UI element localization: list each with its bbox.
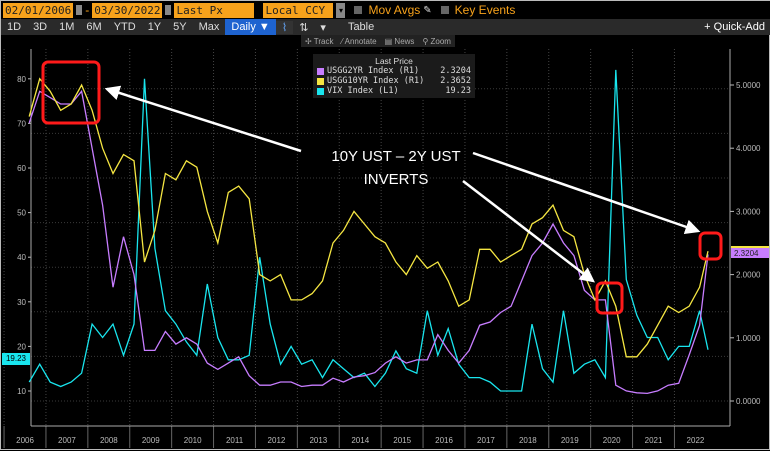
annotation-arrow (462, 180, 595, 283)
annotation-line2: INVERTS (363, 171, 429, 188)
highlight-box (41, 60, 101, 125)
period-6m[interactable]: 6M (86, 21, 102, 33)
legend-label: USGG10YR Index (R1) (327, 76, 425, 86)
pencil-icon[interactable]: ✎ (423, 4, 432, 16)
x-tick-label: 2017 (477, 436, 495, 445)
left-tick-label: 80 (17, 75, 26, 84)
x-tick-label: 2014 (351, 436, 369, 445)
x-tick-label: 2006 (16, 436, 34, 445)
x-tick-label: 2019 (561, 436, 579, 445)
series-line-vix-index (28, 69, 709, 392)
zoom-button[interactable]: ⚲ Zoom (422, 36, 451, 46)
left-tick-label: 10 (17, 387, 26, 396)
x-tick-label: 2016 (435, 436, 453, 445)
line-chart-icon[interactable]: ⌇ (275, 20, 294, 34)
annotation-arrow (104, 85, 302, 153)
x-tick-label: 2018 (519, 436, 537, 445)
currency-select[interactable]: Local CCY (263, 2, 334, 18)
last-price-tag-right: 2.3204 (731, 246, 769, 258)
period-3d[interactable]: 3D (33, 21, 48, 33)
legend-item-vix: VIX Index (L1) 19.23 (317, 86, 471, 96)
left-tick-label: 30 (17, 298, 26, 307)
x-tick-label: 2011 (226, 436, 244, 445)
key-events-label: Key Events (454, 3, 516, 17)
annotate-button[interactable]: ⁄ Annotate (341, 36, 377, 46)
series-line-usgg10yr-index (28, 77, 709, 358)
x-tick-label: 2010 (184, 436, 202, 445)
calendar-icon[interactable] (76, 5, 83, 15)
calendar-icon[interactable] (165, 5, 172, 15)
period-1y[interactable]: 1Y (147, 21, 162, 33)
date-dash: - (85, 3, 90, 17)
quick-add-button[interactable]: + Quick-Add (704, 21, 765, 33)
last-price-tag-left: 19.23 (2, 353, 30, 365)
left-tick-label: 70 (17, 119, 26, 128)
mov-avgs-checkbox[interactable] (354, 6, 363, 14)
start-date-input[interactable]: 02/01/2006 (3, 2, 74, 18)
x-tick-label: 2007 (58, 436, 76, 445)
highlight-box (595, 281, 624, 315)
legend-value: 2.3204 (440, 66, 471, 76)
right-tick-label: 5.0000 (736, 81, 761, 90)
legend-item-2y: USGG2YR Index (R1) 2.3204 (317, 66, 471, 76)
x-tick-label: 2021 (645, 436, 663, 445)
x-tick-label: 2015 (393, 436, 411, 445)
field-select[interactable]: Last Px (174, 2, 255, 18)
news-button[interactable]: ▤ News (384, 36, 415, 46)
legend-value: 2.3652 (440, 76, 471, 86)
legend-swatch (317, 77, 324, 85)
sort-icon[interactable]: ⇅ (299, 21, 309, 34)
period-ytd[interactable]: YTD (113, 21, 136, 33)
legend-item-10y: USGG10YR Index (R1) 2.3652 (317, 76, 471, 86)
right-tick-label: 1.0000 (736, 334, 761, 343)
left-tick-label: 20 (17, 342, 26, 351)
left-tick-label: 40 (17, 253, 26, 262)
end-date-input[interactable]: 03/30/2022 (92, 2, 163, 18)
x-tick-label: 2013 (309, 436, 327, 445)
x-tick-label: 2022 (687, 436, 705, 445)
legend-swatch (317, 87, 324, 95)
legend-swatch (317, 67, 324, 75)
track-button[interactable]: ✢ Track (305, 36, 334, 46)
left-tick-label: 60 (17, 164, 26, 173)
legend: Last Price USGG2YR Index (R1) 2.3204 USGG… (313, 54, 475, 98)
period-toolbar: 1D 3D 1M 6M YTD 1Y 5Y Max Daily ▼ ⌇ ⇅ ▾ … (1, 19, 770, 35)
inversion-annotation: 10Y UST – 2Y UST INVERTS (316, 145, 476, 191)
x-tick-label: 2020 (603, 436, 621, 445)
right-tick-label: 0.0000 (736, 397, 761, 406)
frequency-select[interactable]: Daily ▼ (225, 19, 276, 35)
table-button[interactable]: Table (347, 21, 375, 33)
x-tick-label: 2012 (268, 436, 286, 445)
legend-label: USGG2YR Index (R1) (327, 66, 420, 76)
legend-header: Last Price (375, 56, 413, 66)
annotation-line1: 10Y UST – 2Y UST (331, 148, 461, 165)
period-1d[interactable]: 1D (7, 21, 22, 33)
x-tick-label: 2008 (100, 436, 118, 445)
legend-value: 19.23 (445, 86, 471, 96)
toolbar: 02/01/2006 - 03/30/2022 Last Px Local CC… (1, 1, 770, 19)
legend-label: VIX Index (L1) (327, 86, 399, 96)
period-5y[interactable]: 5Y (173, 21, 187, 33)
key-events-checkbox[interactable] (440, 6, 449, 14)
period-max[interactable]: Max (198, 21, 220, 33)
x-tick-label: 2009 (142, 436, 160, 445)
left-tick-label: 50 (17, 209, 26, 218)
chevron-down-icon[interactable]: ▾ (336, 2, 346, 18)
more-dropdown-icon[interactable]: ▾ (320, 21, 326, 34)
highlight-box (698, 231, 723, 261)
right-tick-label: 2.0000 (736, 271, 761, 280)
annotation-arrow (472, 151, 701, 234)
chart-subtools: ✢ Track ⁄ Annotate ▤ News ⚲ Zoom (301, 35, 455, 47)
period-1m[interactable]: 1M (59, 21, 75, 33)
right-tick-label: 3.0000 (736, 207, 761, 216)
right-tick-label: 4.0000 (736, 144, 761, 153)
mov-avgs-label: Mov Avgs (368, 3, 421, 17)
